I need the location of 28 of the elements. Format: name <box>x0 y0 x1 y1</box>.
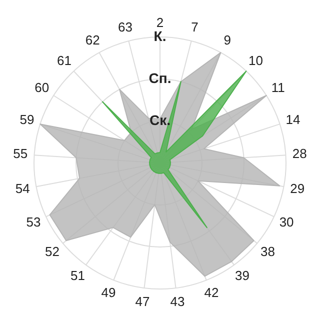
spoke-label: 63 <box>118 20 132 35</box>
spoke-label: 47 <box>135 294 150 309</box>
spoke-label: 60 <box>34 80 50 96</box>
spoke-label: 42 <box>204 285 219 300</box>
spoke-label: 61 <box>57 53 72 68</box>
spoke-label: 43 <box>170 294 185 309</box>
spoke-label: 28 <box>292 146 307 162</box>
y-tick-label: К. <box>154 28 166 44</box>
spoke-label: 52 <box>45 244 60 260</box>
spoke-label: 54 <box>15 181 30 196</box>
spoke-label: 11 <box>271 80 285 96</box>
spoke-label: 55 <box>13 146 28 162</box>
spoke-label: 39 <box>234 268 250 284</box>
spoke-label: 53 <box>26 214 41 230</box>
spoke-label: 59 <box>20 112 34 127</box>
y-tick-label: Сп. <box>148 70 172 86</box>
spoke-label: 2 <box>156 15 164 30</box>
spoke-label: 62 <box>85 32 100 48</box>
spoke-label: 14 <box>286 112 300 127</box>
spoke-label: 38 <box>260 244 275 260</box>
spoke-label: 10 <box>248 53 263 68</box>
spoke-label: 29 <box>290 181 305 196</box>
spoke-label: 51 <box>70 268 86 284</box>
spoke-label: 9 <box>224 32 231 48</box>
spoke-label: 49 <box>101 285 116 300</box>
spoke-label: 30 <box>279 214 294 230</box>
y-tick-label: Ск. <box>149 112 171 128</box>
spoke-label: 7 <box>191 20 198 35</box>
